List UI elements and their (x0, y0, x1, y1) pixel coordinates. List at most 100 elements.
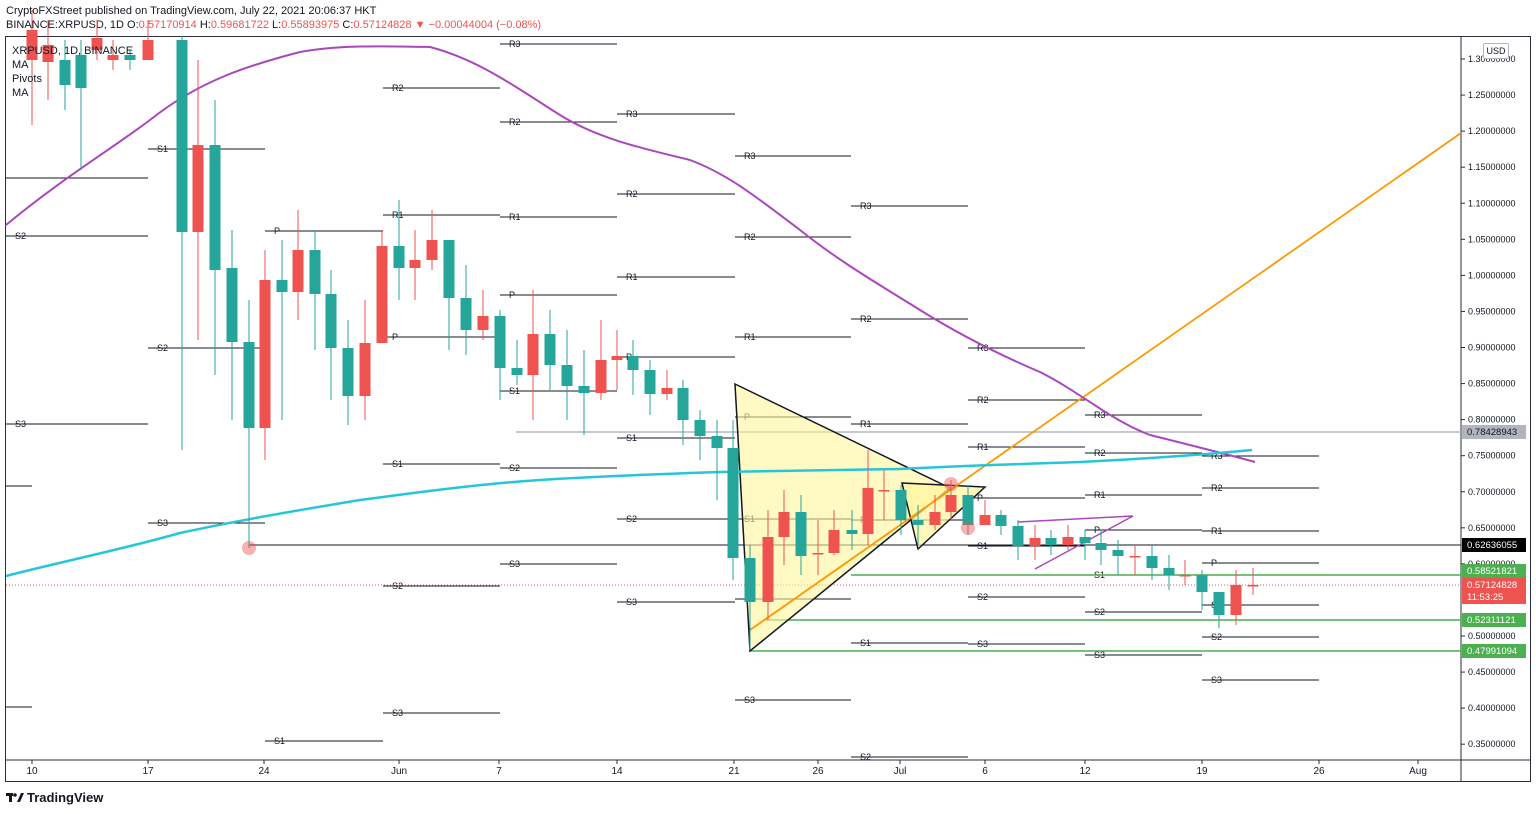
candle-body-bear[interactable] (192, 145, 204, 232)
tradingview-footer[interactable]: TradingView (6, 790, 103, 805)
candle-body-bear[interactable] (1179, 575, 1191, 577)
candle-body-bull[interactable] (995, 515, 1007, 526)
candle-body-bear[interactable] (376, 246, 388, 343)
candle-body-bear[interactable] (426, 240, 438, 260)
candle-body-bear[interactable] (142, 40, 154, 60)
candle-body-bull[interactable] (393, 246, 405, 268)
candle-body-bear[interactable] (878, 490, 890, 492)
candle-body-bear[interactable] (527, 334, 539, 375)
candle-body-bear[interactable] (292, 250, 304, 292)
candle-body-bull[interactable] (460, 298, 472, 330)
price-tick-label: 0.35000000 (1468, 739, 1516, 749)
currency-label[interactable]: USD (1483, 43, 1509, 59)
price-tick-label: 1.10000000 (1468, 198, 1516, 208)
candle-body-bull[interactable] (226, 268, 238, 342)
candle-body-bear[interactable] (1230, 585, 1242, 615)
candle-body-bull[interactable] (124, 55, 136, 60)
candle-body-bear[interactable] (661, 388, 673, 394)
candle-body-bull[interactable] (795, 512, 807, 556)
candle-body-bull[interactable] (176, 40, 188, 232)
candle-body-bull[interactable] (561, 365, 573, 386)
pivot-level-label: R1 (860, 419, 872, 429)
price-tick-label: 0.75000000 (1468, 451, 1516, 461)
candle-body-bear[interactable] (409, 260, 421, 268)
candle-body-bull[interactable] (1095, 543, 1107, 550)
candle-body-bull[interactable] (511, 368, 523, 375)
candle-body-bull[interactable] (727, 448, 739, 558)
candle-body-bull[interactable] (309, 250, 321, 294)
candle-body-bull[interactable] (1045, 538, 1057, 545)
candle-body-bull[interactable] (912, 520, 924, 525)
candle-body-bear[interactable] (359, 343, 371, 396)
candle-body-bull[interactable] (694, 420, 706, 436)
candle-body-bull[interactable] (962, 495, 974, 525)
candle-body-bull[interactable] (342, 348, 354, 396)
candle-body-bear[interactable] (862, 488, 874, 534)
legend-pivots[interactable]: Pivots (12, 73, 42, 85)
candle-body-bull[interactable] (75, 55, 87, 88)
candle-body-bear[interactable] (42, 45, 54, 62)
candle-body-bull[interactable] (644, 370, 656, 394)
candle-body-bear[interactable] (26, 30, 38, 60)
candle-body-bull[interactable] (494, 316, 506, 368)
candle-body-bull[interactable] (209, 145, 221, 270)
candle-body-bull[interactable] (895, 490, 907, 520)
candle-body-bear[interactable] (595, 360, 607, 393)
pivot-level-label: R2 (744, 232, 756, 242)
candle-body-bull[interactable] (276, 280, 288, 292)
ma-cyan-line (5, 448, 1253, 578)
candle-body-bull[interactable] (325, 294, 337, 348)
pivot-level-label: S3 (15, 419, 26, 429)
candle-body-bear[interactable] (477, 316, 489, 330)
candle-body-bear[interactable] (259, 280, 271, 428)
candle-body-bear[interactable] (1062, 537, 1074, 545)
date-tick-label: 17 (142, 766, 154, 777)
pivot-level-label: R3 (1211, 451, 1223, 461)
candle-body-bull[interactable] (1163, 568, 1175, 575)
candle-body-bear[interactable] (828, 530, 840, 553)
candle-body-bear[interactable] (945, 495, 957, 512)
price-tick-label: 0.80000000 (1468, 415, 1516, 425)
pivot-level-label: S3 (977, 639, 988, 649)
candle-body-bear[interactable] (1029, 538, 1041, 546)
candle-body-bull[interactable] (1112, 550, 1124, 556)
candle-body-bull[interactable] (59, 60, 71, 85)
price-tick-label: 1.30000000 (1468, 54, 1516, 64)
candle-body-bull[interactable] (1213, 592, 1225, 615)
candle-body-bull[interactable] (544, 334, 556, 365)
candle-body-bear[interactable] (778, 512, 790, 537)
legend-ma-2[interactable]: MA (12, 87, 29, 99)
candle-body-bull[interactable] (627, 356, 639, 370)
candle-body-bear[interactable] (762, 537, 774, 602)
candle-body-bull[interactable] (243, 342, 255, 428)
candle-body-bear[interactable] (1247, 585, 1259, 587)
pivot-level-label: P (274, 226, 280, 236)
legend-ma-1[interactable]: MA (12, 59, 29, 71)
symbol-label: BINANCE:XRPUSD, 1D (6, 19, 124, 31)
candle-body-bear[interactable] (1129, 556, 1141, 558)
candle-body-bull[interactable] (1012, 526, 1024, 546)
candle-body-bull[interactable] (846, 530, 858, 534)
candle-body-bear[interactable] (979, 515, 991, 525)
publish-info: CryptoFXStreet published on TradingView.… (6, 5, 377, 17)
pivot-level-label: R3 (509, 39, 521, 49)
candle-body-bull[interactable] (578, 386, 590, 393)
candle-body-bull[interactable] (1146, 556, 1158, 568)
candle-body-bear[interactable] (107, 55, 119, 60)
candle-body-bull[interactable] (1079, 537, 1091, 543)
pivot-level-label: S3 (1094, 650, 1105, 660)
pivot-level-label: R1 (1211, 526, 1223, 536)
candle-body-bull[interactable] (744, 558, 756, 602)
candle-body-bull[interactable] (677, 388, 689, 420)
price-tag-box (1462, 613, 1526, 627)
chart-canvas[interactable] (5, 36, 1531, 782)
candle-body-bull[interactable] (711, 436, 723, 448)
candle-body-bull[interactable] (443, 240, 455, 298)
candle-body-bull[interactable] (1196, 575, 1208, 592)
pivot-level-label: S1 (860, 638, 871, 648)
candle-body-bear[interactable] (611, 356, 623, 360)
candle-body-bear[interactable] (812, 553, 824, 555)
candle-body-bear[interactable] (91, 38, 103, 50)
candle-body-bear[interactable] (929, 512, 941, 525)
